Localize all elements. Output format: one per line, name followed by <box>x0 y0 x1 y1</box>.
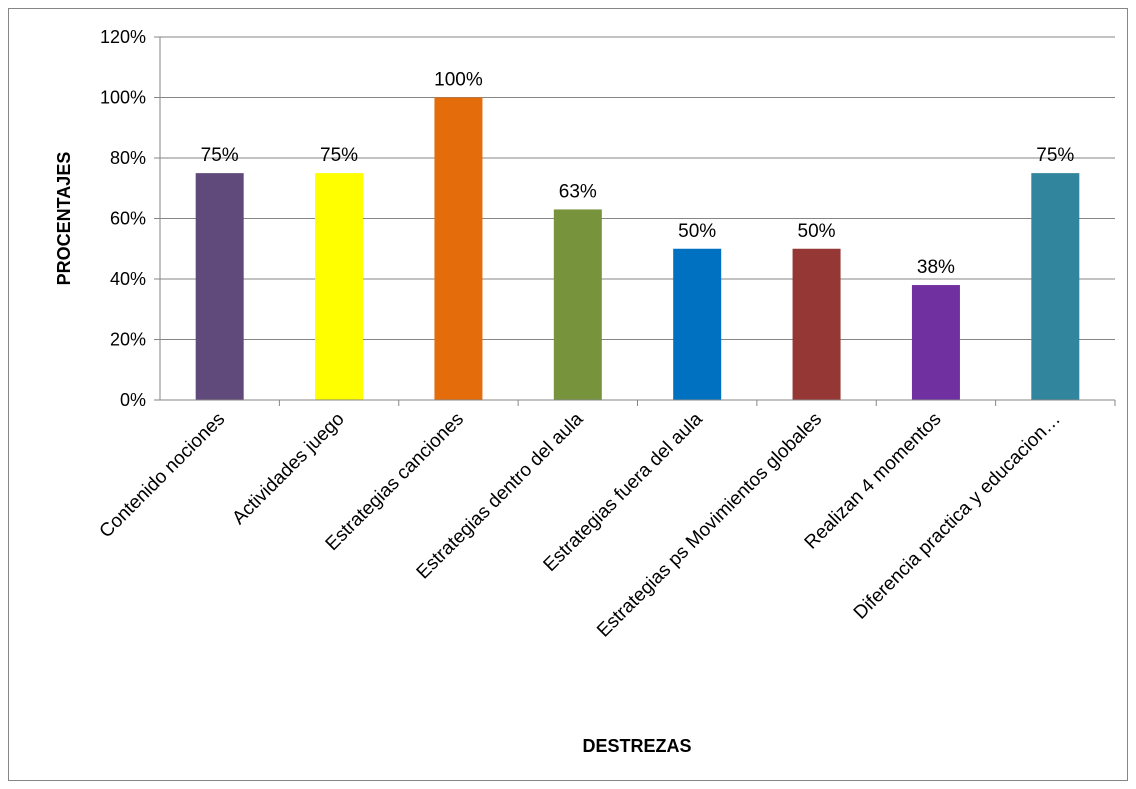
x-axis-category-labels: Contenido nociones Actividades juegoEstra… <box>96 408 1065 641</box>
data-label: 38% <box>917 257 955 278</box>
y-tick-label: 80% <box>110 148 146 168</box>
y-axis-title: PROCENTAJES <box>54 152 74 286</box>
y-tick-label: 20% <box>110 330 146 350</box>
data-label: 75% <box>320 145 358 166</box>
bar <box>195 173 244 400</box>
y-axis-tick-labels: 0% 20% 40% 60% 80% 100% 120% <box>100 27 146 410</box>
bar <box>434 97 483 400</box>
y-tick-label: 60% <box>110 209 146 229</box>
y-tick-label: 100% <box>100 88 146 108</box>
gridlines <box>154 36 1116 406</box>
y-tick-label: 120% <box>100 27 146 47</box>
x-axis-title: DESTREZAS <box>582 736 691 756</box>
bar <box>1031 173 1080 400</box>
bar <box>315 173 364 400</box>
bar <box>673 248 722 400</box>
data-label: 50% <box>678 221 716 242</box>
data-label: 50% <box>798 221 836 242</box>
data-label: 63% <box>559 181 597 202</box>
x-category-label: Estrategias canciones <box>322 409 468 555</box>
bar <box>553 209 602 400</box>
data-labels: 75% 75% 100% 63% 50% 50% 38% 75% <box>201 70 1075 279</box>
data-label: 75% <box>1036 145 1074 166</box>
data-label: 75% <box>201 145 239 166</box>
bars <box>195 97 1080 400</box>
x-category-label: Actividades juego <box>228 409 348 529</box>
y-tick-label: 40% <box>110 269 146 289</box>
bar <box>792 248 841 400</box>
x-category-label: Contenido nociones <box>96 409 230 543</box>
y-tick-label: 0% <box>120 390 146 410</box>
bar <box>911 285 960 400</box>
x-category-label: Realizan 4 momentos <box>801 409 946 554</box>
data-label: 100% <box>434 70 483 91</box>
x-category-label: Estrategias ps Movimientos globales <box>593 409 826 642</box>
x-category-label: Diferencia practica y educacion… <box>850 409 1065 624</box>
